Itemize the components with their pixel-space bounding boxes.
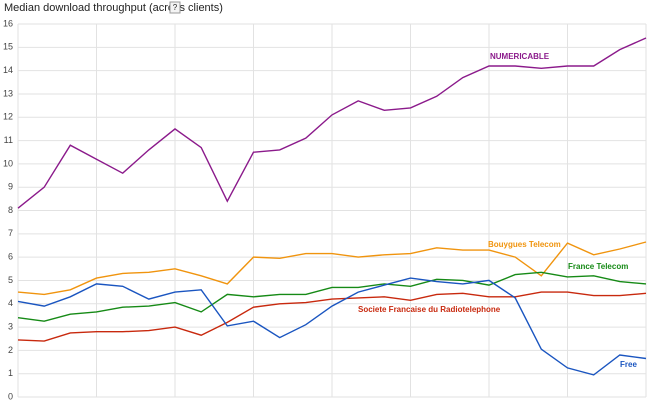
help-icon[interactable]: ?: [173, 3, 178, 12]
y-tick-label: 15: [3, 42, 13, 52]
series-line: [17, 277, 647, 376]
y-tick-label: 14: [3, 65, 13, 75]
y-tick-label: 10: [3, 158, 13, 168]
series-label: Bouygues Telecom: [488, 240, 561, 249]
y-tick-label: 6: [8, 252, 13, 262]
series-line: [17, 37, 647, 209]
y-tick-label: 11: [4, 135, 13, 145]
y-tick-label: 1: [8, 368, 13, 378]
y-tick-label: 4: [8, 298, 13, 308]
y-tick-label: 0: [8, 391, 13, 400]
series-label: Societe Francaise du Radiotelephone: [358, 305, 501, 314]
series-line: [17, 271, 647, 322]
y-tick-label: 2: [8, 345, 13, 355]
y-tick-label: 13: [3, 88, 13, 98]
series-line: [17, 291, 647, 342]
y-tick-label: 8: [8, 205, 13, 215]
series-label: NUMERICABLE: [490, 52, 550, 61]
series-label: Free: [620, 360, 637, 369]
y-tick-label: 5: [8, 275, 13, 285]
y-tick-label: 12: [3, 112, 13, 122]
series-line: [17, 241, 647, 296]
chart-title: Median download throughput (across clien…: [4, 2, 223, 14]
y-tick-label: 7: [8, 228, 13, 238]
y-tick-label: 16: [3, 18, 13, 28]
y-tick-label: 9: [8, 182, 13, 192]
help-box[interactable]: [169, 1, 181, 14]
y-tick-label: 3: [8, 321, 13, 331]
series-label: France Telecom: [568, 262, 628, 271]
